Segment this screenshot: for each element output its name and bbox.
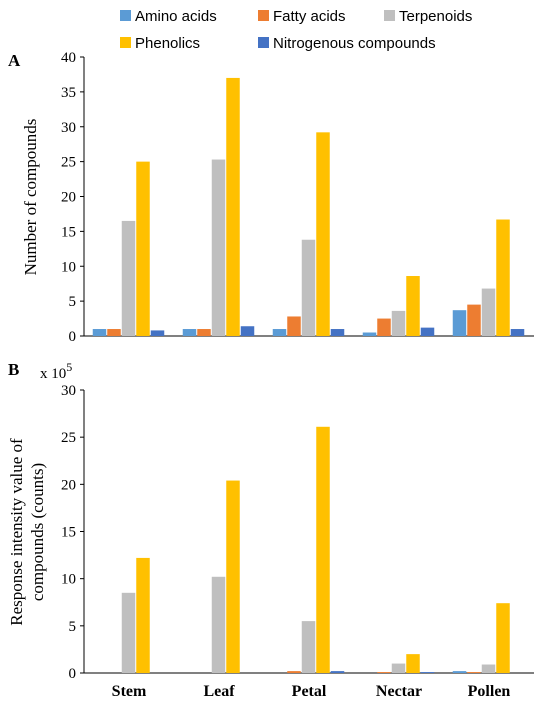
panel-a-bar-petal-amino-acids (272, 329, 287, 336)
panel-a-bar-pollen-fatty-acids (467, 304, 481, 336)
panel-b-letter: B (8, 360, 19, 379)
panel-a-y-tick-label: 0 (69, 329, 77, 345)
legend-label-nitrogenous-compounds: Nitrogenous compounds (273, 35, 436, 52)
panel-b-bar-leaf-terpenoids (211, 576, 226, 673)
category-label-nectar: Nectar (376, 683, 422, 700)
panel-a-bar-petal-terpenoids (301, 239, 316, 336)
legend-item-terpenoids: Terpenoids (384, 8, 472, 25)
legend-item-fatty-acids: Fatty acids (258, 8, 346, 25)
legend-swatch-nitrogenous-compounds (258, 37, 269, 48)
panel-a-y-axis-label: Number of compounds (21, 119, 40, 276)
panel-b-bar-leaf-phenolics (226, 480, 240, 673)
panel-a-y-tick-label: 30 (61, 120, 76, 136)
panel-a-y-tick-label: 25 (61, 155, 76, 171)
panel-b-bar-stem-terpenoids (121, 592, 136, 673)
category-label-petal: Petal (292, 683, 327, 700)
panel-a-bar-pollen-amino-acids (452, 310, 467, 336)
panel-a-bar-nectar-amino-acids (362, 332, 377, 336)
panel-a-bar-stem-phenolics (136, 161, 150, 336)
panel-a-bar-petal-fatty-acids (287, 316, 301, 336)
panel-b-multiplier-base: x 10 (40, 366, 66, 382)
panel-b-bar-stem-phenolics (136, 557, 150, 673)
legend-item-amino-acids: Amino acids (120, 8, 217, 25)
legend-swatch-fatty-acids (258, 10, 269, 21)
panel-b-bar-petal-phenolics (316, 426, 330, 673)
legend-item-nitrogenous-compounds: Nitrogenous compounds (258, 35, 436, 52)
panel-a-bar-petal-nitrogenous-compounds (330, 329, 345, 336)
panel-a-bar-leaf-fatty-acids (197, 329, 211, 336)
panel-b-bar-petal-terpenoids (301, 621, 316, 673)
legend-label-phenolics: Phenolics (135, 35, 200, 52)
panel-b-multiplier: x 105 (40, 360, 72, 382)
category-label-pollen: Pollen (468, 683, 511, 700)
panel-a-bar-leaf-terpenoids (211, 159, 226, 336)
panel-a-bar-nectar-phenolics (406, 276, 420, 336)
legend-item-phenolics: Phenolics (120, 35, 200, 52)
panel-b-bar-petal-nitrogenous-compounds (330, 671, 345, 673)
panel-a-y-tick-label: 20 (61, 190, 76, 206)
panel-a-bar-stem-terpenoids (121, 220, 136, 336)
panel-b-bar-nectar-nitrogenous-compounds (420, 672, 435, 673)
panel-b: B x 105 Response intensity value of comp… (7, 360, 534, 700)
panel-a-bar-nectar-terpenoids (391, 310, 406, 336)
panel-b-bar-nectar-fatty-acids (377, 672, 391, 673)
panel-a-bar-nectar-fatty-acids (377, 318, 391, 336)
panel-a-y-tick-label: 35 (61, 85, 76, 101)
legend-swatch-amino-acids (120, 10, 131, 21)
panel-b-y-tick-label: 5 (69, 619, 77, 635)
category-label-stem: Stem (112, 683, 147, 700)
panel-a-y-tick-label: 10 (61, 259, 76, 275)
panel-b-multiplier-exponent: 5 (66, 360, 72, 374)
panel-b-bar-pollen-terpenoids (481, 664, 496, 673)
panel-b-y-tick-label: 15 (61, 525, 76, 541)
panel-b-bar-nectar-terpenoids (391, 663, 406, 673)
panel-b-y-axis-label-line1: Response intensity value of (7, 438, 26, 626)
panel-b-category-labels: Stem Leaf Petal Nectar Pollen (112, 683, 511, 700)
panel-a-y-tick-label: 40 (61, 50, 76, 66)
legend-label-terpenoids: Terpenoids (399, 8, 472, 25)
panel-b-y-tick-label: 20 (61, 477, 76, 493)
panel-a-y-ticks: 0 5 10 15 20 25 30 35 40 (61, 50, 84, 345)
panel-a-bar-pollen-nitrogenous-compounds (510, 329, 525, 336)
panel-a-bar-leaf-nitrogenous-compounds (240, 326, 255, 336)
panel-a-bar-leaf-phenolics (226, 77, 240, 337)
panel-a: A Number of compounds 0 5 10 15 20 25 30 35 40 (8, 50, 534, 345)
panel-a-bars (92, 77, 525, 337)
panel-b-bars (121, 426, 510, 673)
panel-b-bar-pollen-amino-acids (452, 671, 467, 673)
panel-a-bar-stem-amino-acids (92, 329, 107, 336)
panel-a-bar-stem-nitrogenous-compounds (150, 330, 165, 336)
panel-b-y-ticks: 0 5 10 15 20 25 30 (61, 383, 84, 682)
panel-a-y-tick-label: 15 (61, 224, 76, 240)
panel-a-bar-petal-phenolics (316, 132, 330, 336)
panel-a-y-tick-label: 5 (69, 294, 77, 310)
panel-b-y-tick-label: 30 (61, 383, 76, 399)
legend-swatch-terpenoids (384, 10, 395, 21)
panel-b-bar-pollen-fatty-acids (467, 672, 481, 673)
panel-b-y-tick-label: 25 (61, 430, 76, 446)
panel-a-letter: A (8, 51, 21, 70)
legend-swatch-phenolics (120, 37, 131, 48)
panel-a-bar-nectar-nitrogenous-compounds (420, 327, 435, 336)
panel-b-y-axis-label-line2: compounds (counts) (28, 463, 47, 601)
category-label-leaf: Leaf (203, 683, 235, 700)
panel-b-y-tick-label: 10 (61, 572, 76, 588)
panel-a-bar-leaf-amino-acids (182, 329, 197, 336)
panel-b-bar-nectar-phenolics (406, 654, 420, 673)
panel-b-bar-petal-fatty-acids (287, 671, 301, 673)
panel-a-bar-stem-fatty-acids (107, 329, 121, 336)
panel-a-bar-pollen-phenolics (496, 219, 510, 336)
legend-label-fatty-acids: Fatty acids (273, 8, 346, 25)
legend-label-amino-acids: Amino acids (135, 8, 217, 25)
panel-b-y-tick-label: 0 (69, 666, 77, 682)
panel-a-bar-pollen-terpenoids (481, 288, 496, 336)
panel-b-bar-pollen-phenolics (496, 603, 510, 673)
legend: Amino acids Fatty acids Terpenoids Pheno… (120, 8, 472, 52)
